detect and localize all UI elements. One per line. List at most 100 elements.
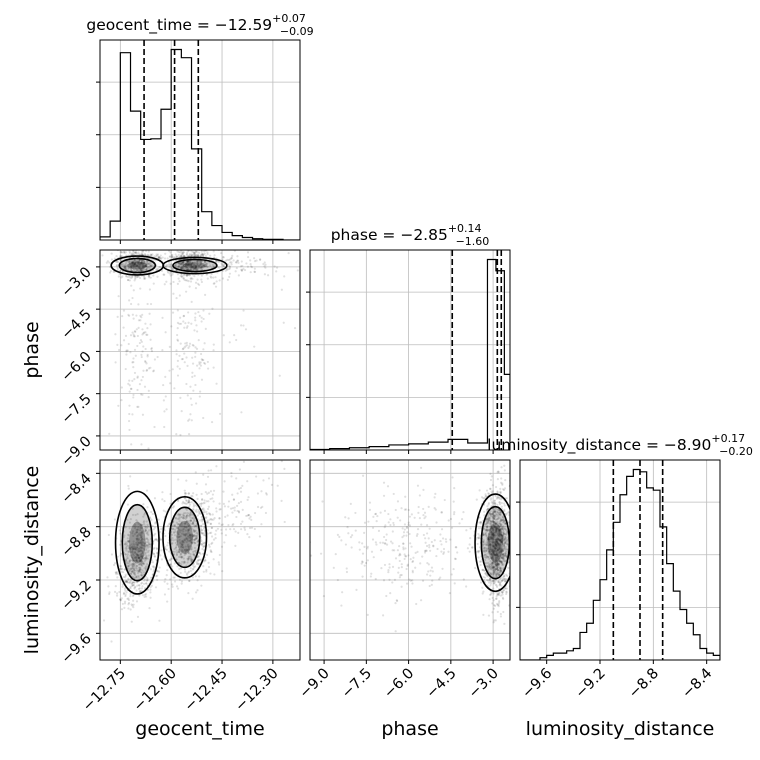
sample-point [511, 561, 513, 563]
sample-point [494, 563, 497, 566]
sample-point [181, 266, 184, 270]
sample-point [494, 510, 497, 513]
sample-point [501, 550, 504, 553]
sample-point [188, 555, 191, 558]
sample-point [143, 264, 146, 268]
sample-point [191, 558, 194, 561]
sample-point [210, 276, 213, 279]
sample-point [200, 278, 203, 281]
sample-point [131, 331, 134, 334]
sample-point [187, 546, 191, 549]
sample-point [483, 553, 486, 557]
sample-point [492, 541, 495, 544]
sample-point [496, 563, 500, 566]
sample-point [490, 529, 493, 532]
sample-point [166, 569, 169, 572]
sample-point [500, 569, 503, 572]
sample-point [492, 582, 496, 585]
sample-point [128, 262, 131, 265]
sample-point [185, 341, 188, 344]
sample-point [471, 546, 474, 549]
sample-point [485, 529, 488, 532]
sample-point [142, 262, 146, 265]
sample-point [200, 316, 203, 319]
sample-point [392, 523, 395, 527]
sample-point [134, 513, 137, 517]
sample-point [498, 539, 501, 542]
sample-point [503, 519, 506, 522]
sample-point [500, 534, 503, 537]
sample-point [140, 542, 143, 545]
sample-point [194, 509, 197, 512]
sample-point [389, 523, 392, 527]
sample-point [492, 565, 495, 568]
sample-point [502, 556, 505, 559]
sample-point [503, 554, 506, 557]
sample-point [136, 260, 139, 264]
sample-point [137, 259, 140, 263]
sample-point [119, 254, 122, 257]
sample-point [129, 266, 133, 269]
sample-point [110, 258, 114, 261]
sample-point [496, 593, 499, 596]
sample-point [196, 555, 200, 558]
sample-point [502, 533, 505, 537]
sample-point [180, 544, 183, 547]
sample-point [366, 559, 369, 562]
sample-point [493, 510, 497, 513]
sample-point [422, 513, 425, 517]
sample-point [201, 264, 205, 267]
sample-point [140, 537, 143, 540]
sample-point [199, 254, 203, 257]
sample-point [486, 547, 489, 550]
sample-point [136, 388, 139, 392]
sample-point [209, 490, 213, 493]
sample-point [127, 419, 131, 423]
sample-point [493, 604, 496, 607]
sample-point [135, 261, 138, 264]
x-tick-label: −7.5 [339, 666, 375, 702]
sample-point [142, 260, 145, 264]
sample-point [493, 499, 497, 502]
sample-point [137, 542, 140, 545]
sample-point [131, 545, 134, 548]
sample-point [149, 596, 152, 599]
sample-point [479, 522, 482, 525]
sample-point [500, 549, 503, 552]
sample-point [194, 541, 197, 545]
sample-point [132, 547, 135, 550]
sample-point [132, 253, 135, 256]
contour-line [118, 257, 157, 274]
sample-point [420, 523, 423, 526]
sample-point [115, 571, 118, 574]
sample-point [493, 502, 497, 505]
sample-point [500, 557, 503, 560]
sample-point [185, 499, 188, 502]
sample-point [241, 264, 244, 268]
sample-point [180, 555, 183, 558]
sample-point [489, 519, 492, 522]
sample-point [205, 262, 208, 265]
sample-point [185, 508, 189, 511]
sample-point [427, 570, 430, 573]
sample-point [494, 567, 497, 571]
sample-point [137, 576, 140, 579]
sample-point [404, 547, 407, 550]
sample-point [191, 263, 194, 266]
sample-point [181, 513, 185, 516]
sample-point [207, 565, 211, 569]
sample-point [194, 286, 198, 290]
x-tick-label: −12.45 [182, 666, 231, 715]
sample-point [178, 520, 181, 523]
sample-point [141, 557, 144, 560]
sample-point [498, 557, 501, 560]
sample-point [492, 549, 496, 552]
sample-point [192, 267, 196, 270]
sample-point [195, 532, 198, 535]
sample-point [183, 525, 186, 528]
sample-point [138, 563, 141, 566]
sample-point [150, 518, 153, 521]
sample-point [202, 560, 206, 563]
sample-point [201, 507, 204, 510]
sample-point [192, 521, 195, 524]
